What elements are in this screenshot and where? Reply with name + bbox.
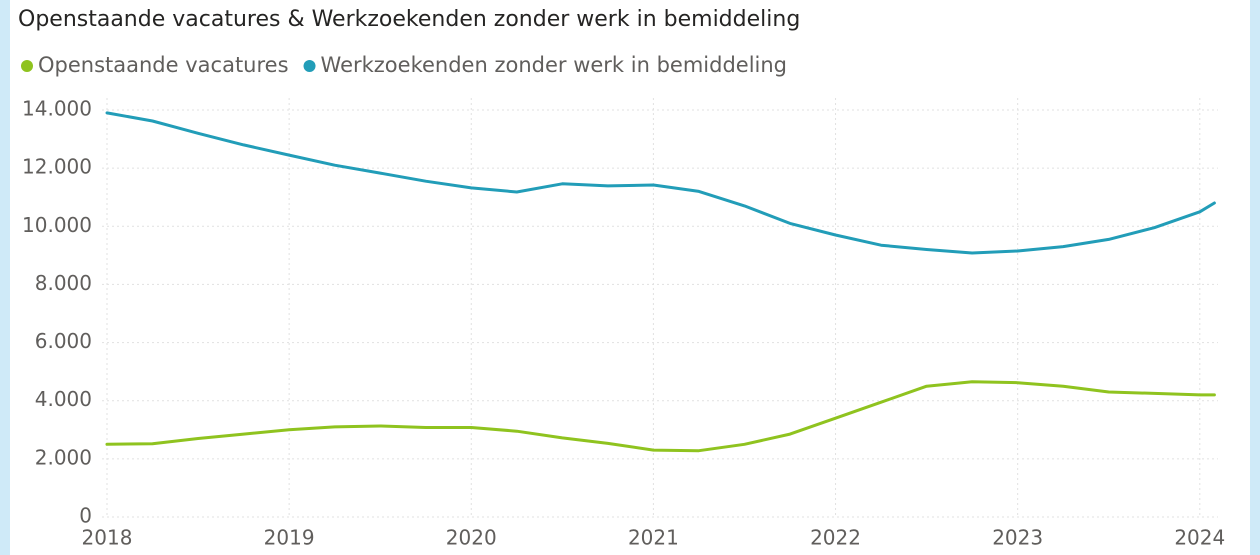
y-tick-label: 0 bbox=[79, 504, 92, 528]
legend-marker bbox=[303, 60, 316, 72]
chart-title: Openstaande vacatures & Werkzoekenden zo… bbox=[18, 7, 800, 32]
panel bbox=[10, 0, 1250, 555]
y-tick-label: 4.000 bbox=[35, 387, 92, 411]
x-tick-label: 2018 bbox=[82, 526, 133, 550]
x-tick-label: 2022 bbox=[810, 526, 861, 550]
y-tick-label: 10.000 bbox=[22, 213, 92, 237]
series-line bbox=[105, 380, 1216, 453]
legend-label: Werkzoekenden zonder werk in bemiddeling bbox=[321, 53, 787, 77]
y-tick-label: 8.000 bbox=[35, 271, 92, 295]
x-tick-label: 2019 bbox=[264, 526, 315, 550]
y-tick-label: 2.000 bbox=[35, 445, 92, 469]
x-tick-label: 2020 bbox=[446, 526, 497, 550]
x-tick-label: 2024 bbox=[1174, 526, 1225, 550]
y-tick-label: 12.000 bbox=[22, 155, 92, 179]
series-line bbox=[105, 111, 1216, 255]
legend-marker bbox=[21, 60, 33, 72]
x-tick-label: 2023 bbox=[992, 526, 1043, 550]
y-tick-label: 14.000 bbox=[22, 97, 92, 121]
x-tick-label: 2021 bbox=[628, 526, 679, 550]
legend-label: Openstaande vacatures bbox=[38, 53, 289, 77]
y-tick-label: 6.000 bbox=[35, 329, 92, 353]
